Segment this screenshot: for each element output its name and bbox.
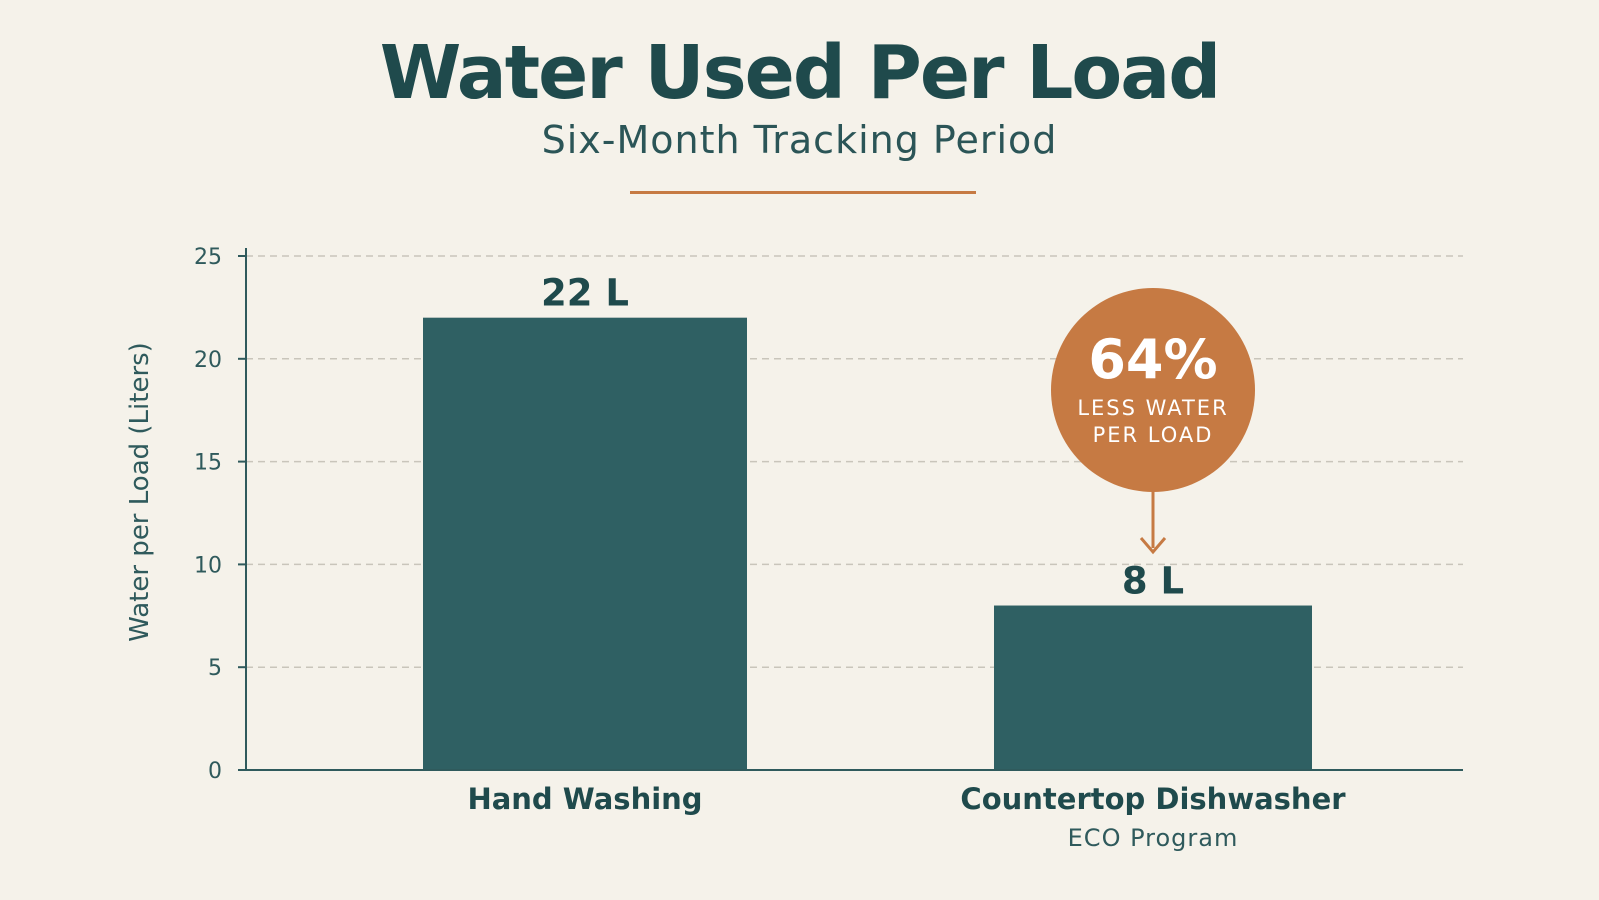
y-tick-label: 0 xyxy=(208,759,222,784)
callout-line-1: LESS WATER xyxy=(1077,396,1228,420)
callout-percent: 64% xyxy=(1088,328,1217,391)
bars: 22 L 8 L xyxy=(423,272,1312,770)
savings-callout: 64% LESS WATER PER LOAD xyxy=(1051,288,1255,555)
y-axis-title: Water per Load (Liters) xyxy=(125,342,155,642)
x-category-label: Countertop Dishwasher xyxy=(960,782,1346,816)
bar xyxy=(994,605,1312,770)
bar-value-label: 22 L xyxy=(541,272,629,315)
title-divider xyxy=(630,191,976,194)
bar xyxy=(423,317,747,770)
axes: 0 5 10 15 20 25 Hand Washing Countertop Dishwas… xyxy=(194,245,1463,852)
callout-line-2: PER LOAD xyxy=(1093,423,1214,447)
y-tick-label: 15 xyxy=(194,451,222,476)
chart-title: Water Used Per Load xyxy=(379,30,1221,116)
x-category-label: Hand Washing xyxy=(467,782,702,816)
y-tick-label: 25 xyxy=(194,245,222,270)
y-tick-label: 5 xyxy=(208,656,222,681)
x-category-sublabel: ECO Program xyxy=(1068,824,1239,852)
y-tick-label: 10 xyxy=(194,553,222,578)
bar-value-label: 8 L xyxy=(1122,560,1184,603)
callout-badge xyxy=(1051,288,1255,492)
callout-arrow-head xyxy=(1139,537,1167,555)
y-tick-label: 20 xyxy=(194,348,222,373)
chart-subtitle: Six-Month Tracking Period xyxy=(541,118,1058,162)
